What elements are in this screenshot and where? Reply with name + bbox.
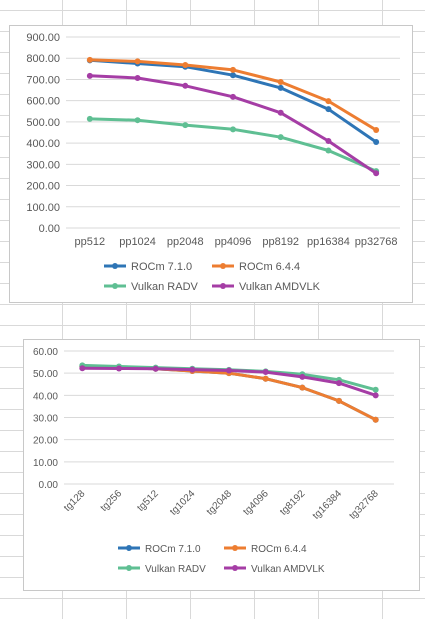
- chart2-ytick-label: 10.00: [33, 458, 58, 469]
- chart1-legend-marker: [112, 263, 118, 269]
- chart1-data-point: [182, 82, 189, 89]
- chart2-xtick-label: tg1024: [168, 488, 198, 518]
- chart2-xtick-label: tg256: [99, 488, 125, 514]
- chart2-xtick-label: tg8192: [278, 488, 308, 518]
- chart2-legend-label: ROCm 6.4.4: [251, 544, 307, 555]
- chart2-legend-marker: [126, 565, 132, 571]
- chart1-ytick-label: 900.00: [26, 32, 60, 44]
- chart2-xtick-label: tg2048: [205, 488, 235, 518]
- chart1-data-point: [230, 72, 236, 79]
- chart2-data-point: [372, 416, 379, 423]
- chart1-data-point: [373, 170, 380, 177]
- chart1-data-point: [325, 106, 332, 113]
- chart1-data-point: [86, 56, 93, 63]
- chart1-xtick-label: pp512: [75, 236, 106, 248]
- chart1-ytick-label: 400.00: [26, 138, 60, 150]
- chart1-data-point: [373, 126, 380, 133]
- chart2-data-point: [79, 365, 86, 372]
- chart2-xtick-label: tg128: [62, 488, 88, 514]
- chart2-ytick-label: 60.00: [33, 347, 58, 358]
- chart1-data-point: [86, 115, 93, 122]
- chart1-data-point: [134, 74, 141, 81]
- chart-pp-svg: 0.00 100.00 200.00 300.00 400.00 500.00 600.00…: [26, 32, 400, 293]
- chart2-legend-marker: [126, 545, 132, 551]
- chart1-data-point: [230, 126, 236, 133]
- chart1-ytick-label: 500.00: [26, 117, 60, 129]
- chart-pp[interactable]: 0.00 100.00 200.00 300.00 400.00 500.00 600.00…: [9, 25, 413, 303]
- chart1-data-point: [277, 84, 284, 91]
- chart2-data-point: [189, 366, 196, 373]
- chart1-data-point: [182, 122, 189, 129]
- chart2-ytick-label: 40.00: [33, 391, 58, 402]
- chart1-legend-marker: [220, 283, 226, 289]
- chart1-series-line-4: [88, 74, 378, 175]
- chart-tg[interactable]: 0.00 10.00 20.00 30.00 40.00 50.00 60.00 tg128 t…: [23, 339, 420, 591]
- chart1-legend-marker: [220, 263, 226, 269]
- chart2-data-point: [299, 373, 306, 380]
- chart1-data-point: [277, 109, 284, 116]
- chart2-data-point: [116, 365, 122, 372]
- chart2-data-point: [372, 386, 379, 393]
- chart2-ytick-label: 50.00: [33, 369, 58, 380]
- chart2-legend-label: Vulkan AMDVLK: [251, 564, 325, 575]
- chart1-data-point: [325, 98, 332, 105]
- chart1-ytick-label: 0.00: [39, 223, 60, 235]
- chart2-ytick-label: 30.00: [33, 414, 58, 425]
- chart2-data-point: [262, 375, 269, 382]
- chart1-xtick-label: pp32768: [355, 236, 398, 248]
- chart1-data-point: [230, 66, 236, 73]
- chart1-ytick-label: 300.00: [26, 159, 60, 171]
- chart2-ytick-label: 20.00: [33, 436, 58, 447]
- chart2-data-point: [262, 369, 269, 376]
- chart1-data-point: [86, 72, 93, 79]
- chart2-legend-marker: [232, 545, 238, 551]
- chart1-ytick-label: 100.00: [26, 202, 60, 214]
- chart1-xtick-label: pp16384: [307, 236, 350, 248]
- chart-tg-svg: 0.00 10.00 20.00 30.00 40.00 50.00 60.00 tg128 t…: [33, 347, 394, 575]
- chart1-legend-label: Vulkan AMDVLK: [239, 281, 321, 293]
- chart1-data-point: [134, 58, 141, 65]
- chart2-legend-marker: [232, 565, 238, 571]
- chart2-xtick-label: tg16384: [311, 488, 345, 522]
- chart1-ytick-label: 800.00: [26, 53, 60, 65]
- chart2-data-point: [152, 365, 159, 372]
- chart1-ytick-label: 600.00: [26, 96, 60, 108]
- chart1-xtick-label: pp8192: [262, 236, 299, 248]
- chart1-legend-label: ROCm 7.1.0: [131, 261, 192, 273]
- chart1-data-point: [134, 117, 141, 124]
- chart1-ytick-label: 700.00: [26, 74, 60, 86]
- chart2-data-point: [372, 392, 379, 399]
- chart2-xtick-label: tg32768: [347, 488, 381, 522]
- chart1-data-point: [373, 139, 380, 146]
- chart1-xtick-label: pp2048: [167, 236, 204, 248]
- chart2-legend-label: Vulkan RADV: [145, 564, 206, 575]
- chart1-xtick-label: pp4096: [215, 236, 252, 248]
- chart1-legend-label: Vulkan RADV: [131, 281, 199, 293]
- chart1-data-point: [230, 93, 236, 100]
- chart1-data-point: [277, 134, 284, 141]
- chart2-xtick-label: tg4096: [241, 488, 271, 518]
- chart1-data-point: [325, 137, 332, 144]
- chart1-data-point: [325, 147, 332, 154]
- chart1-data-point: [277, 78, 284, 85]
- chart2-data-point: [226, 367, 232, 374]
- chart1-ytick-label: 200.00: [26, 181, 60, 193]
- chart2-data-point: [336, 380, 342, 387]
- chart1-legend-marker: [112, 283, 118, 289]
- chart1-data-point: [182, 62, 189, 69]
- chart2-xtick-label: tg512: [135, 488, 161, 514]
- chart1-xtick-label: pp1024: [119, 236, 156, 248]
- chart2-data-point: [336, 397, 342, 404]
- chart2-ytick-label: 0.00: [39, 480, 59, 491]
- chart1-legend-label: ROCm 6.4.4: [239, 261, 300, 273]
- chart2-legend-label: ROCm 7.1.0: [145, 544, 201, 555]
- chart2-data-point: [299, 384, 306, 391]
